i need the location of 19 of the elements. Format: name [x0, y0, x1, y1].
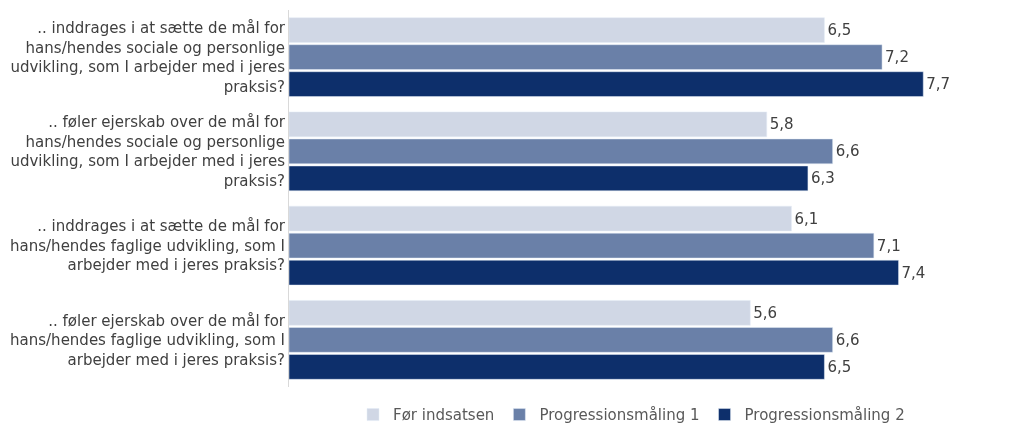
data-label: 6,5 — [827, 357, 852, 376]
data-label: 7,7 — [926, 75, 951, 94]
data-label: 7,1 — [876, 236, 901, 255]
data-label: 6,5 — [827, 21, 852, 40]
y-tick-label: .. føler ejerskab over de mål for hans/hendes faglige udvikling, som I arbejder med i jeres praksis? — [10, 311, 286, 369]
data-label: 6,6 — [835, 330, 860, 349]
data-label: 6,1 — [794, 209, 819, 228]
data-label: 7,2 — [885, 48, 909, 67]
legend-label: Progressionsmåling 2 — [744, 406, 905, 425]
data-label: 6,3 — [810, 169, 835, 188]
data-label: 5,8 — [769, 115, 794, 134]
y-tick-label: .. føler ejerskab over de mål for hans/hendes sociale og personlige udvikling, som I arbejder med i jeres praksis? — [10, 113, 286, 190]
y-tick-label: .. inddrages i at sætte de mål for hans/hendes faglige udvikling, som I arbejder med i jeres praksis? — [10, 217, 286, 275]
data-label: 6,6 — [835, 142, 860, 161]
legend-label: Før indsatsen — [393, 406, 495, 425]
data-label: 5,6 — [753, 303, 778, 322]
y-tick-label: .. inddrages i at sætte de mål for hans/hendes sociale og personlige udvikling, som I arbejder med i jeres praksis? — [10, 19, 286, 96]
legend-label: Progressionsmåling 1 — [539, 406, 700, 425]
data-label: 7,4 — [901, 263, 926, 282]
